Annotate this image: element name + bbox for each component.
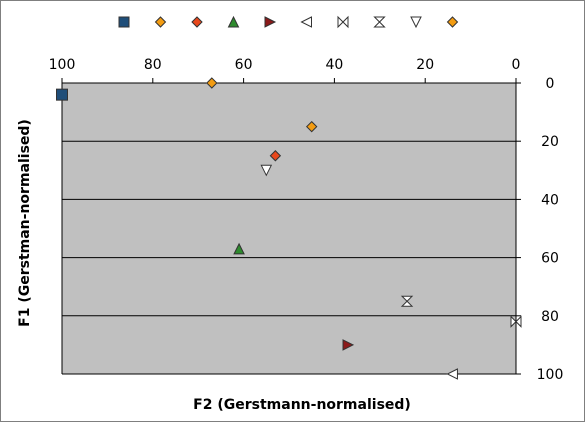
- data-point-1-1: [56, 88, 68, 101]
- legend: [118, 15, 459, 29]
- legend-marker-9: [410, 16, 422, 29]
- legend-marker-4: [227, 15, 240, 28]
- y-tick-label-80: 80: [541, 309, 559, 325]
- legend-marker-2: [154, 16, 167, 28]
- data-point-8-1: [400, 295, 414, 307]
- legend-marker-7: [337, 15, 349, 29]
- x-tick-label-100: 100: [49, 57, 76, 73]
- x-axis-ticks: 100 80 60 40 20 0: [49, 57, 521, 83]
- data-point-5-1: [342, 339, 355, 351]
- gridlines: [62, 140, 516, 375]
- y-tick-label-40: 40: [541, 192, 559, 208]
- data-point-2-1: [206, 77, 218, 89]
- data-point-4-1: [233, 242, 245, 255]
- x-tick-label-60: 60: [235, 57, 253, 73]
- x-tick-label-20: 20: [416, 57, 434, 73]
- y-tick-label-60: 60: [541, 251, 559, 267]
- data-point-6-1: [446, 368, 458, 380]
- y-axis-ticks: 0 20 40 60 80 100: [516, 76, 563, 383]
- data-points: [56, 77, 522, 380]
- legend-marker-10: [446, 16, 459, 28]
- x-tick-label-40: 40: [325, 57, 343, 73]
- x-axis-title: F2 (Gerstmann-normalised): [193, 397, 411, 413]
- x-tick-label-0: 0: [512, 57, 521, 73]
- y-tick-label-20: 20: [541, 134, 559, 150]
- legend-marker-8: [373, 16, 386, 28]
- y-axis-title: F1 (Gerstman-normalised): [17, 119, 33, 327]
- data-point-7-1: [510, 315, 522, 328]
- y-tick-label-0: 0: [546, 76, 555, 92]
- legend-marker-6: [300, 16, 312, 28]
- legend-marker-1: [118, 16, 130, 28]
- data-point-3-1: [269, 150, 282, 162]
- y-tick-label-100: 100: [537, 367, 564, 383]
- data-point-10-1: [305, 120, 318, 133]
- x-tick-label-80: 80: [144, 57, 162, 73]
- legend-marker-5: [264, 16, 277, 28]
- plot-area: [62, 83, 516, 374]
- data-point-9-1: [260, 164, 273, 177]
- legend-marker-3: [191, 16, 203, 28]
